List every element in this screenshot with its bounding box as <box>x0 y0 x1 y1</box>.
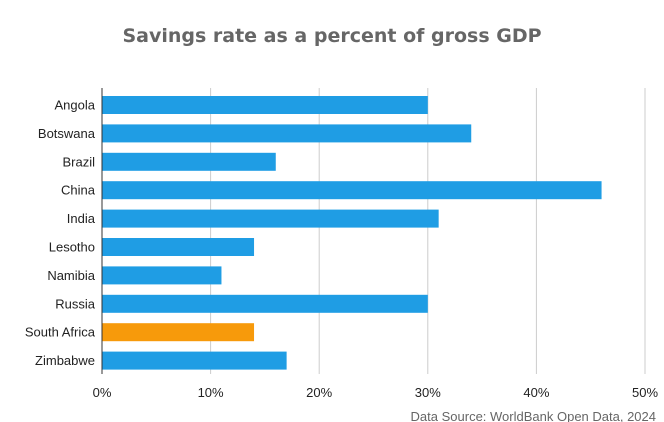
category-label: Brazil <box>62 154 95 169</box>
data-source-note: Data Source: WorldBank Open Data, 2024 <box>411 409 656 422</box>
x-tick-labels: 0% 10% 20% 30% 40% 50% <box>93 385 659 400</box>
bar-south-africa <box>102 323 255 342</box>
category-label: Lesotho <box>49 240 95 255</box>
category-labels: Angola Botswana Brazil China India Lesotho Nam… <box>25 98 96 369</box>
x-tick-label: 40% <box>523 385 549 400</box>
chart-title: Savings rate as a percent of gross GDP <box>122 25 541 47</box>
bar-brazil <box>102 152 276 171</box>
category-label: Russia <box>55 296 96 311</box>
x-tick-label: 30% <box>415 385 441 400</box>
category-label: Botswana <box>38 126 96 141</box>
category-label: Namibia <box>47 268 95 283</box>
x-tick-label: 0% <box>93 385 112 400</box>
bar-botswana <box>102 124 472 143</box>
bar-india <box>102 209 439 228</box>
category-label: Angola <box>55 98 96 113</box>
category-label: India <box>67 211 96 226</box>
category-label: Zimbabwe <box>35 353 95 368</box>
bars <box>102 96 602 370</box>
bar-lesotho <box>102 238 255 256</box>
x-tick-label: 10% <box>198 385 224 400</box>
category-label: China <box>61 183 96 198</box>
bar-zimbabwe <box>102 351 287 370</box>
bar-namibia <box>102 266 222 285</box>
bar-russia <box>102 294 428 313</box>
x-tick-label: 50% <box>632 385 658 400</box>
bar-angola <box>102 96 428 114</box>
bar-china <box>102 181 602 200</box>
x-tick-label: 20% <box>306 385 332 400</box>
category-label: South Africa <box>25 325 96 340</box>
